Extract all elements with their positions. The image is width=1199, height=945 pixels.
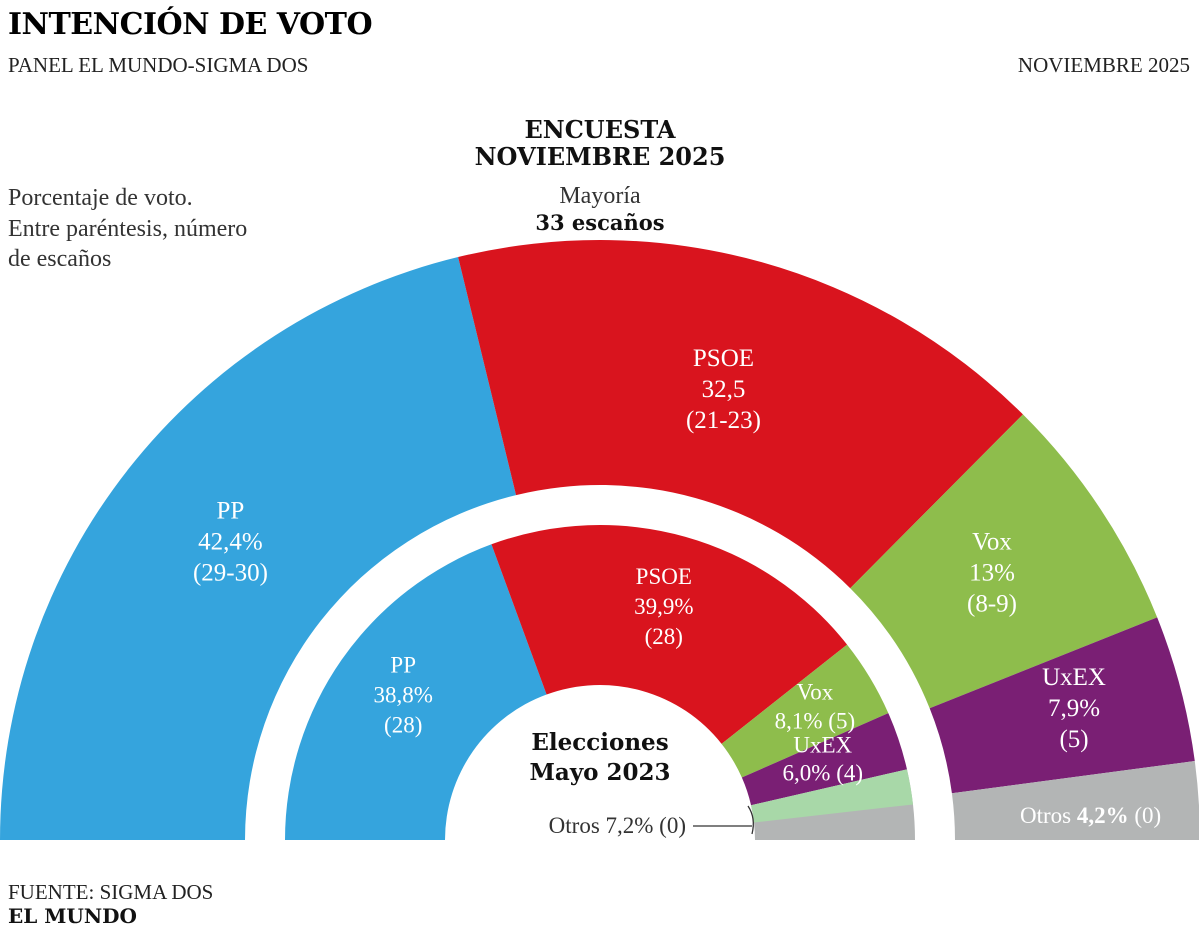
survey-2025-pp-value-label: 42,4%	[198, 529, 263, 556]
elections-2023-psoe-value-label: 39,9%	[634, 594, 693, 619]
survey-2025-uxex-value-label: 7,9%	[1048, 695, 1100, 722]
elections-2023-ring	[285, 525, 915, 840]
elections-2023-vox-slice	[721, 644, 889, 778]
survey-2025-pp-slice	[0, 257, 517, 840]
segment-labels: PP 42,4% (29-30) PSOE 32,5 (21-23) Vox 13% (8-9)…	[193, 345, 1161, 838]
survey-2025-ring	[0, 240, 1199, 840]
survey-2025-uxex-slice	[929, 617, 1195, 794]
elections-2023-vox-value-label: 8,1% (5)	[775, 709, 855, 734]
elections-2023-otros-other-slice	[751, 769, 913, 823]
elections-2023-pp-slice	[285, 544, 547, 840]
elections-title-line-2: Mayo 2023	[529, 759, 670, 786]
survey-2025-uxex-seats-label: (5)	[1059, 726, 1088, 753]
survey-2025-psoe-value-label: 32,5	[702, 376, 746, 403]
elections-2023-pp-seats-label: (28)	[384, 713, 422, 738]
elections-2023-otros-label: Otros 7,2% (0)	[549, 813, 686, 838]
brand-label: EL MUNDO	[8, 904, 137, 928]
survey-2025-vox-value-label: 13%	[969, 560, 1015, 587]
survey-2025-psoe-slice	[458, 240, 1023, 589]
chart-date: NOVIEMBRE 2025	[1018, 53, 1190, 77]
survey-2025-vox-name-label: Vox	[972, 529, 1012, 556]
survey-2025-vox-seats-label: (8-9)	[967, 591, 1017, 618]
elections-title-line-1: Elecciones	[531, 729, 668, 756]
elections-2023-pp-name-label: PP	[390, 653, 416, 678]
survey-2025-pp-seats-label: (29-30)	[193, 560, 268, 587]
survey-2025-uxex-name-label: UxEX	[1042, 664, 1106, 691]
chart-title: INTENCIÓN DE VOTO	[8, 6, 372, 42]
survey-2025-psoe-name-label: PSOE	[693, 345, 754, 372]
note-line-3: de escaños	[8, 246, 111, 272]
chart-subtitle: PANEL EL MUNDO-SIGMA DOS	[8, 53, 308, 77]
majority-seats: 33 escaños	[535, 210, 664, 235]
elections-2023-psoe-slice	[491, 525, 848, 744]
survey-2025-pp-name-label: PP	[217, 498, 245, 525]
elections-2023-uxex-slice	[741, 713, 907, 806]
survey-2025-otros-slice	[951, 761, 1199, 840]
survey-2025-vox-slice	[850, 414, 1158, 709]
otros-bracket	[747, 805, 754, 835]
source-label: FUENTE: SIGMA DOS	[8, 880, 213, 904]
survey-2025-otros-label: Otros 4,2% (0)	[1020, 803, 1161, 828]
survey-title-line-1: ENCUESTA	[524, 115, 675, 144]
note-line-2: Entre paréntesis, número	[8, 216, 247, 242]
elections-2023-uxex-name-label: UxEX	[793, 732, 852, 757]
note-line-1: Porcentaje de voto.	[8, 185, 193, 211]
elections-2023-uxex-value-label: 6,0% (4)	[783, 760, 863, 785]
survey-2025-psoe-seats-label: (21-23)	[686, 407, 761, 434]
elections-2023-psoe-name-label: PSOE	[636, 564, 692, 589]
elections-2023-vox-name-label: Vox	[797, 680, 834, 705]
elections-2023-psoe-seats-label: (28)	[645, 624, 683, 649]
survey-title-line-2: NOVIEMBRE 2025	[475, 142, 726, 171]
majority-label: Mayoría	[559, 183, 641, 209]
elections-2023-pp-value-label: 38,8%	[374, 683, 433, 708]
